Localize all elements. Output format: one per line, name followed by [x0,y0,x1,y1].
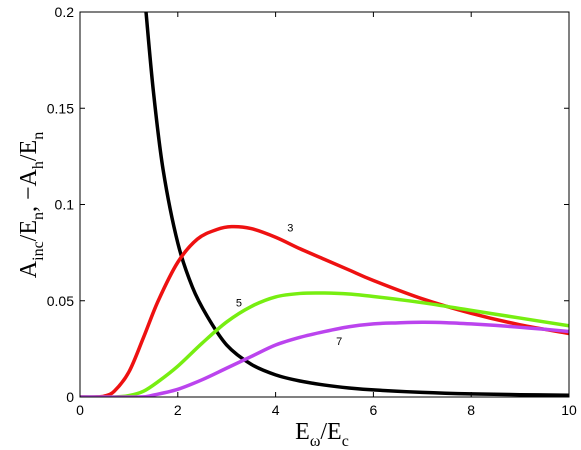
x-tick-label: 10 [561,402,577,418]
x-tick-label: 0 [76,402,84,418]
y-title-p4: /E [16,140,42,161]
series-line-black [144,12,569,397]
y-title-p1: A [16,260,42,278]
curve-label-7: 7 [336,336,342,348]
y-title-s1: inc [30,241,47,261]
y-title-s2: n [30,212,47,220]
curve-labels: 3 5 7 [236,222,342,348]
x-title-sub1: ω [310,433,321,450]
x-tick-label: 8 [467,402,475,418]
series-line-5 [80,291,569,397]
x-title-sub2: c [342,433,349,450]
x-tick-label: 6 [370,402,378,418]
y-title-p2: /E [16,220,42,241]
y-tick-label: 0.2 [55,4,75,20]
axis-ticks: 0 2 4 6 8 10 0 0.05 0.1 0.15 0.2 [47,4,577,418]
x-axis-title: Eω/Ec [295,419,349,450]
x-title-main: E [295,419,310,445]
series-line-7 [80,320,569,397]
plot-frame [79,11,570,398]
curves [80,12,569,397]
x-tick-label: 2 [174,402,182,418]
y-tick-label: 0 [66,389,74,405]
y-title-s3: h [30,161,47,169]
y-title-p3: , −A [16,168,42,212]
curve-label-3: 3 [287,222,293,234]
series-line-3 [80,224,569,397]
curve-label-5: 5 [236,298,242,310]
y-tick-label: 0.1 [55,197,75,213]
y-axis-title: Ainc/En, −Ah/En [16,132,47,278]
x-title-mid: /E [320,419,341,445]
x-tick-label: 4 [272,402,280,418]
y-tick-label: 0.15 [47,100,74,116]
y-title-s4: n [30,132,47,140]
y-tick-label: 0.05 [47,293,74,309]
